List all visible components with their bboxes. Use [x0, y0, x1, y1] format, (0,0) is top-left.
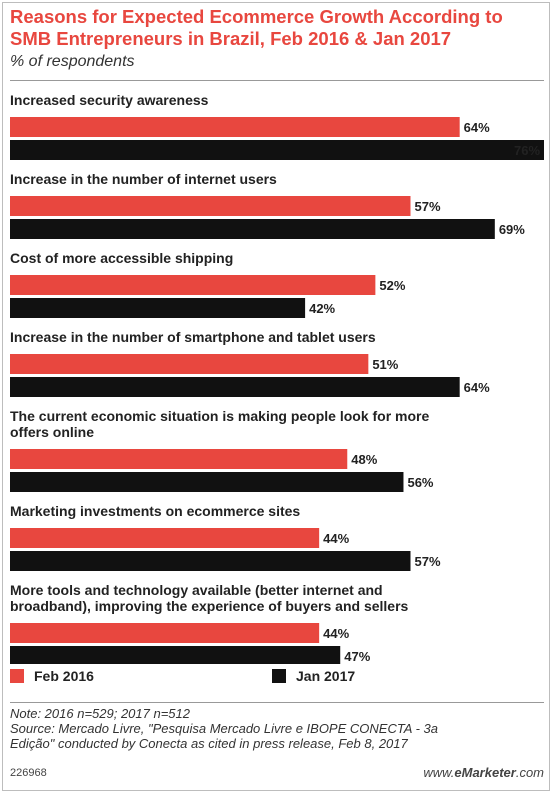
- brand-suffix: .com: [515, 765, 544, 780]
- chart-subtitle: % of respondents: [10, 53, 135, 70]
- bar: [10, 551, 411, 571]
- legend-label-jan-2017: Jan 2017: [296, 668, 356, 684]
- bar: [10, 449, 348, 469]
- brand-name: eMarketer: [454, 765, 516, 780]
- legend-item-jan-2017: Jan 2017: [272, 668, 355, 684]
- bar-value-label: 44%: [323, 626, 349, 641]
- bar-chart: Increased security awareness 64% 76% Increa…: [10, 92, 544, 664]
- source-notes: Note: 2016 n=529; 2017 n=512 Source: Mer…: [10, 706, 544, 751]
- bar: [10, 140, 544, 160]
- bar-value-label: 57%: [415, 199, 441, 214]
- bar-value-label: 69%: [499, 222, 525, 237]
- bar-value-label: 64%: [464, 120, 490, 135]
- bar: [10, 354, 369, 374]
- bar-value-label: 44%: [323, 531, 349, 546]
- bar-value-label: 57%: [415, 554, 441, 569]
- bar-value-label: 64%: [464, 380, 490, 395]
- bar: [10, 219, 495, 239]
- bar: [10, 298, 306, 318]
- bar: [10, 646, 341, 664]
- bar: [10, 472, 404, 492]
- bar-value-label: 56%: [407, 475, 433, 490]
- legend: Feb 2016 Jan 2017: [10, 668, 544, 690]
- bar: [10, 196, 411, 216]
- brand-logo: www.eMarketer.com: [423, 765, 544, 780]
- bar: [10, 117, 460, 137]
- bar: [10, 377, 460, 397]
- chart-id: 226968: [10, 767, 47, 779]
- legend-swatch-jan-2017: [272, 669, 286, 683]
- category-label: Increase in the number of smartphone and…: [10, 329, 376, 345]
- bar: [10, 528, 320, 548]
- bar-value-label: 42%: [309, 301, 335, 316]
- category-label: The current economic situation is making…: [10, 408, 430, 424]
- bar: [10, 275, 376, 295]
- legend-item-feb-2016: Feb 2016: [10, 668, 94, 684]
- category-label: Increase in the number of internet users: [10, 171, 277, 187]
- note-sample-size: Note: 2016 n=529; 2017 n=512: [10, 706, 190, 721]
- note-source-continued: Edição" conducted by Conecta as cited in…: [10, 736, 408, 751]
- bar: [10, 623, 320, 643]
- legend-swatch-feb-2016: [10, 669, 24, 683]
- category-label: More tools and technology available (bet…: [10, 582, 383, 598]
- bar-value-label: 48%: [351, 452, 377, 467]
- bar-value-label: 52%: [379, 278, 405, 293]
- bar-value-label: 51%: [372, 357, 398, 372]
- category-label: Cost of more accessible shipping: [10, 250, 233, 266]
- note-source: Source: Mercado Livre, "Pesquisa Mercado…: [10, 721, 439, 736]
- bar-value-label: 47%: [344, 649, 370, 664]
- category-label: Marketing investments on ecommerce sites: [10, 503, 300, 519]
- brand-prefix: www.: [423, 765, 455, 780]
- footer: 226968 www.eMarketer.com: [10, 765, 544, 783]
- category-label: Increased security awareness: [10, 92, 209, 108]
- bar-value-label: 76%: [514, 143, 540, 158]
- top-divider: [10, 80, 544, 81]
- chart-title: Reasons for Expected Ecommerce Growth Ac…: [10, 6, 503, 49]
- legend-label-feb-2016: Feb 2016: [34, 668, 94, 684]
- category-label: broadband), improving the experience of …: [10, 598, 409, 614]
- category-label: offers online: [10, 424, 94, 440]
- bottom-divider: [10, 702, 544, 703]
